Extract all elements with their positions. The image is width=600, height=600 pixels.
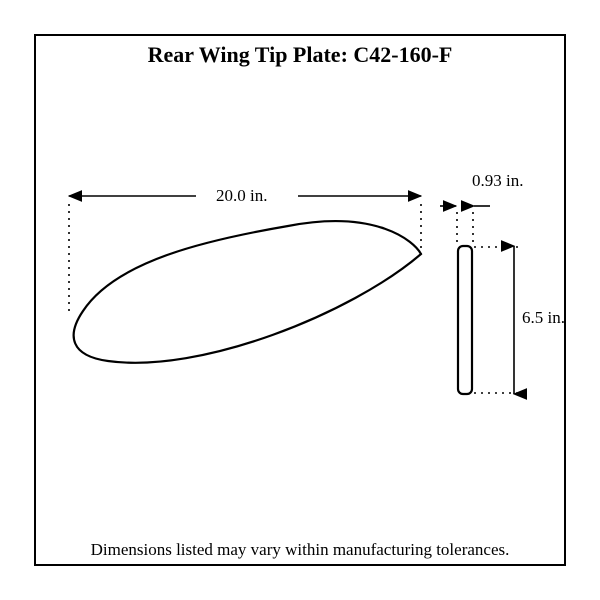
side-height-label: 6.5 in.: [522, 308, 565, 328]
top-width-dimension: [69, 196, 421, 316]
side-height-dimension: [474, 246, 520, 394]
airfoil-outline: [74, 221, 421, 363]
side-profile: [458, 246, 472, 394]
page-root: Rear Wing Tip Plate: C42-160-F: [0, 0, 600, 600]
side-width-dimension: [440, 206, 490, 246]
side-width-label: 0.93 in.: [472, 171, 523, 191]
top-width-label: 20.0 in.: [216, 186, 267, 206]
drawing-frame: Rear Wing Tip Plate: C42-160-F: [34, 34, 566, 566]
tolerance-note: Dimensions listed may vary within manufa…: [36, 540, 564, 560]
drawing-canvas: [36, 36, 564, 564]
